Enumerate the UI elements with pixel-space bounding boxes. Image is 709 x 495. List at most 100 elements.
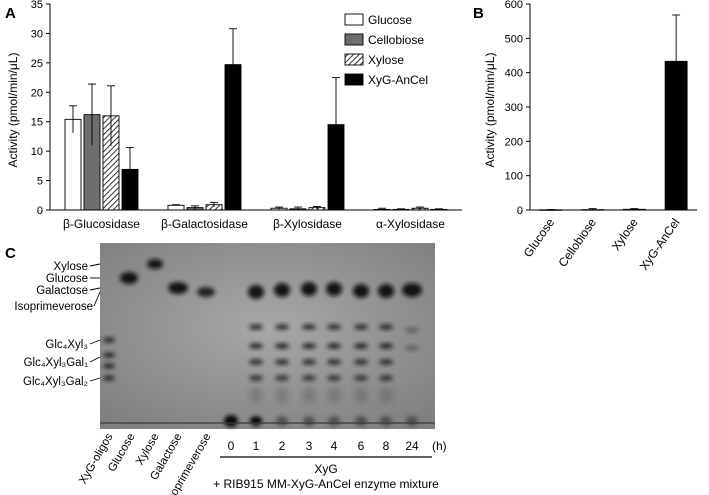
spot-lane-2-b4 (275, 375, 289, 381)
legend-swatch-0 (344, 13, 364, 26)
panel-a-y-tick-label: 15 (31, 117, 43, 129)
spot-lane-1-origin (250, 416, 262, 426)
tlc-time-label: 4 (331, 439, 338, 453)
spot-lane-4-b3 (327, 359, 341, 365)
spot-lane-7-origin (406, 416, 418, 426)
spot-lane-7-b1 (405, 327, 419, 333)
panel-a-y-tick-label: 35 (31, 0, 43, 11)
time-unit-label: (h) (432, 439, 447, 453)
spot-isoprimeverose (197, 287, 215, 297)
spot-lane-6-b3 (379, 359, 393, 365)
spot-oligo-4 (103, 375, 115, 381)
tlc-time-label: 1 (253, 439, 260, 453)
panel-a-category-label: α-Xylosidase (376, 217, 445, 231)
group-label: XyG (314, 462, 337, 476)
panel-b-y-tick-label: 500 (505, 33, 523, 45)
spot-lane-5-smear (355, 387, 367, 403)
panel-b-y-tick-label: 600 (505, 0, 523, 11)
panel-a-chart: A Activity (pmol/min/μL) 05101520253035 … (5, 0, 462, 231)
spot-lane-5-b4 (354, 375, 368, 381)
panel-b-category-label: Glucose (521, 215, 558, 259)
spot-oligo-2 (103, 352, 115, 358)
spot-lane-5-b3 (354, 359, 368, 365)
tlc-time-label: 8 (383, 439, 390, 453)
panel-a-category-label: β-Xylosidase (273, 217, 342, 231)
tlc-left-label: Glc₄Xyl₃ (45, 339, 88, 351)
tlc-leader-line (89, 339, 101, 345)
spot-lane-3-origin (303, 416, 315, 426)
spot-glucose (120, 272, 138, 284)
spot-lane-7-b2 (405, 345, 419, 351)
spot-lane-1-b1 (249, 324, 263, 330)
panel-b-category-label: XyG-AnCel (637, 216, 683, 273)
spot-lane-4-smear (328, 387, 340, 403)
group-sublabel: + RIB915 MM-XyG-AnCel enzyme mixture (213, 477, 439, 491)
panel-b-y-tick-label: 200 (505, 136, 523, 148)
spot-lane-1-mono (248, 285, 264, 299)
tlc-time-label: 24 (405, 439, 419, 453)
panel-a-y-tick-label: 0 (37, 205, 43, 217)
tlc-leader-line (89, 263, 101, 267)
tlc-time-label: 6 (358, 439, 365, 453)
legend-label-2: Xylose (368, 53, 404, 67)
spot-lane-5-mono (353, 284, 369, 298)
panel-a-legend: Glucose Cellobiose Xylose XyG-AnCel (344, 13, 428, 87)
spot-lane-1-b2 (249, 343, 263, 349)
panel-b-category-label: Cellobiose (555, 215, 599, 269)
spot-lane-6-origin (380, 416, 392, 426)
spot-lane-1-b4 (249, 375, 263, 381)
spot-lane-5-origin (355, 416, 367, 426)
legend-swatch-1 (344, 33, 364, 46)
spot-lane-2-origin (276, 416, 288, 426)
panel-a-y-tick-label: 25 (31, 58, 43, 70)
spot-lane-3-b3 (302, 359, 316, 365)
panel-a-y-tick-label: 5 (37, 176, 43, 188)
spot-oligo-3 (103, 363, 115, 369)
spot-galactose (168, 282, 188, 294)
spot-lane-2-b1 (275, 324, 289, 330)
tlc-spots (103, 259, 422, 427)
spot-lane-3-b1 (302, 324, 316, 330)
panel-a-y-tick-label: 10 (31, 146, 43, 158)
spot-lane-5-b1 (354, 324, 368, 330)
tlc-left-label: Glc₄Xyl₃Gal₁ (24, 357, 88, 369)
spot-lane-4-b1 (327, 324, 341, 330)
spot-xylose (147, 259, 163, 269)
panel-a-category-label: β-Glucosidase (63, 217, 140, 231)
legend-label-1: Cellobiose (368, 33, 424, 47)
spot-lane-3-b4 (302, 375, 316, 381)
panel-b-y-tick-label: 400 (505, 68, 523, 80)
spot-lane-5-b2 (354, 343, 368, 349)
panel-b-y-axis-label: Activity (pmol/min/μL) (483, 53, 497, 168)
tlc-leader-line (89, 377, 101, 382)
tlc-left-label: Glucose (46, 273, 88, 285)
tlc-time-label: 3 (306, 439, 313, 453)
tlc-leader-line (93, 291, 101, 307)
tlc-left-label: Isoprimeverose (14, 301, 93, 313)
tlc-left-label: Xylose (53, 261, 88, 273)
panel-a-category-label: β-Galactosidase (161, 217, 248, 231)
spot-lane-2-b3 (275, 359, 289, 365)
panel-b-letter: B (473, 5, 484, 22)
legend-label-3: XyG-AnCel (368, 73, 428, 87)
spot-lane-6-b4 (379, 375, 393, 381)
legend-swatch-3 (344, 73, 364, 86)
panel-a-y-tick-label: 20 (31, 87, 43, 99)
tlc-time-label: 0 (228, 439, 235, 453)
spot-lane-4-b4 (327, 375, 341, 381)
panel-b-y-tick-label: 0 (517, 205, 523, 217)
spot-lane-1-b3 (249, 359, 263, 365)
panel-b-y-tick-label: 100 (505, 171, 523, 183)
spot-lane-3-smear (303, 387, 315, 403)
spot-lane-2-b2 (275, 343, 289, 349)
tlc-plate (100, 243, 435, 429)
tlc-leader-line (89, 287, 101, 291)
legend-swatch-2 (344, 53, 364, 66)
bar-glucose-0 (64, 118, 82, 211)
panel-a-y-axis-label: Activity (pmol/min/μL) (6, 53, 20, 168)
panel-a-y-tick-label: 30 (31, 28, 43, 40)
panel-b-y-tick-label: 300 (505, 102, 523, 114)
spot-lane-3-b2 (302, 343, 316, 349)
